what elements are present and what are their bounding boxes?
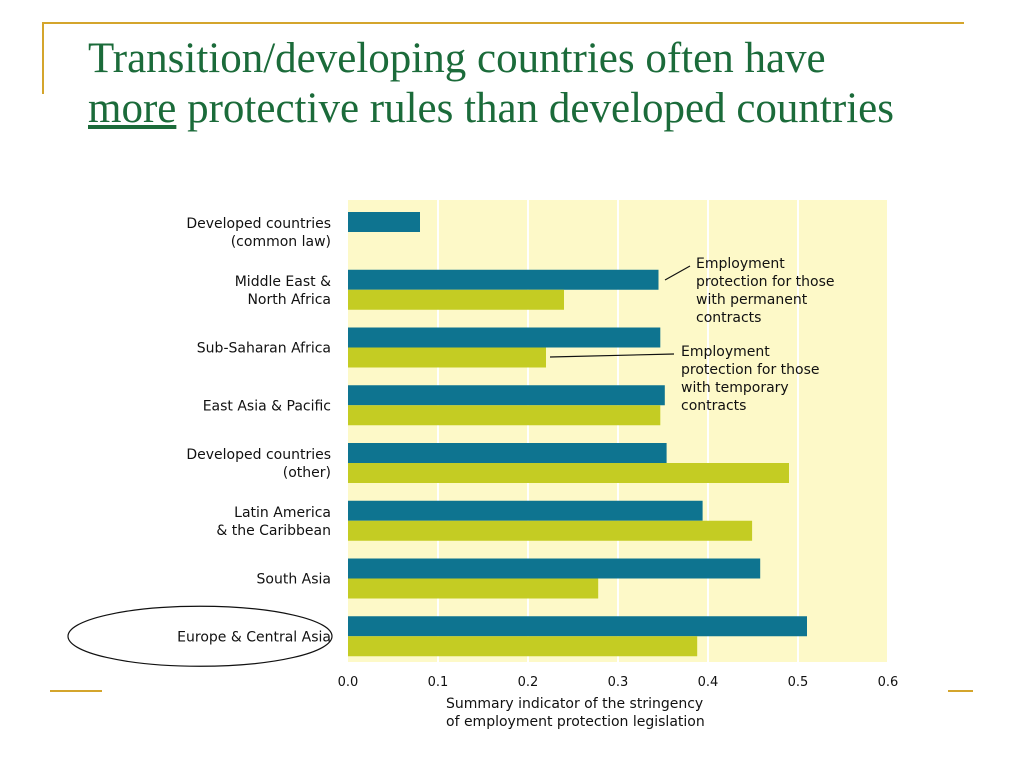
title-emphasis: more — [88, 85, 177, 132]
bottom-left-rule — [50, 690, 102, 692]
x-tick-label: 0.2 — [518, 675, 539, 690]
bar-permanent — [348, 269, 659, 290]
bar-permanent — [348, 500, 703, 521]
bar-permanent — [348, 385, 665, 406]
bar-temporary — [348, 347, 546, 368]
category-label: (common law) — [231, 234, 331, 250]
bar-permanent — [348, 616, 807, 637]
series-label-permanent: protection for those — [696, 274, 835, 290]
category-label: North Africa — [247, 292, 331, 308]
category-label: South Asia — [257, 572, 331, 588]
category-label: Sub-Saharan Africa — [197, 341, 331, 357]
bar-temporary — [348, 405, 661, 426]
title-line-1: Transition/developing countries often ha… — [88, 35, 826, 82]
x-tick-label: 0.4 — [698, 675, 719, 690]
bar-temporary — [348, 463, 789, 483]
series-label-temporary: with temporary — [681, 380, 789, 396]
series-label-permanent: Employment — [696, 256, 785, 272]
x-axis-label: of employment protection legislation — [446, 714, 705, 730]
series-label-permanent: contracts — [696, 310, 761, 326]
bar-temporary — [348, 636, 698, 657]
series-label-temporary: Employment — [681, 344, 770, 360]
category-label: East Asia & Pacific — [203, 398, 331, 414]
title-line-2: protective rules than developed countrie… — [187, 85, 894, 132]
bar-permanent — [348, 558, 761, 579]
slide-title: Transition/developing countries often ha… — [88, 34, 988, 134]
category-label: Developed countries — [186, 447, 331, 463]
bar-temporary — [348, 289, 564, 310]
category-label: & the Caribbean — [216, 523, 331, 539]
highlight-ellipse — [67, 605, 333, 667]
category-label: Developed countries — [186, 216, 331, 232]
callout-line-temporary — [549, 353, 675, 358]
series-label-permanent: with permanent — [696, 292, 808, 308]
bar-permanent — [348, 443, 667, 463]
bar-permanent — [348, 212, 420, 232]
bottom-right-rule — [948, 690, 973, 692]
x-tick-label: 0.3 — [608, 675, 629, 690]
x-tick-label: 0.0 — [338, 675, 359, 690]
category-label: Middle East & — [235, 274, 331, 290]
category-label: Europe & Central Asia — [177, 629, 331, 645]
bar-temporary — [348, 520, 753, 541]
callout-line-permanent — [664, 265, 691, 281]
x-tick-label: 0.1 — [428, 675, 449, 690]
x-tick-label: 0.5 — [788, 675, 809, 690]
category-label: (other) — [283, 465, 331, 481]
bar-temporary — [348, 578, 599, 599]
bar-permanent — [348, 327, 661, 348]
left-rule — [42, 22, 44, 94]
x-tick-label: 0.6 — [878, 675, 899, 690]
category-label: Latin America — [234, 505, 331, 521]
series-label-temporary: protection for those — [681, 362, 820, 378]
series-label-temporary: contracts — [681, 398, 746, 414]
x-axis-label: Summary indicator of the stringency — [446, 696, 703, 712]
top-rule — [42, 22, 964, 24]
